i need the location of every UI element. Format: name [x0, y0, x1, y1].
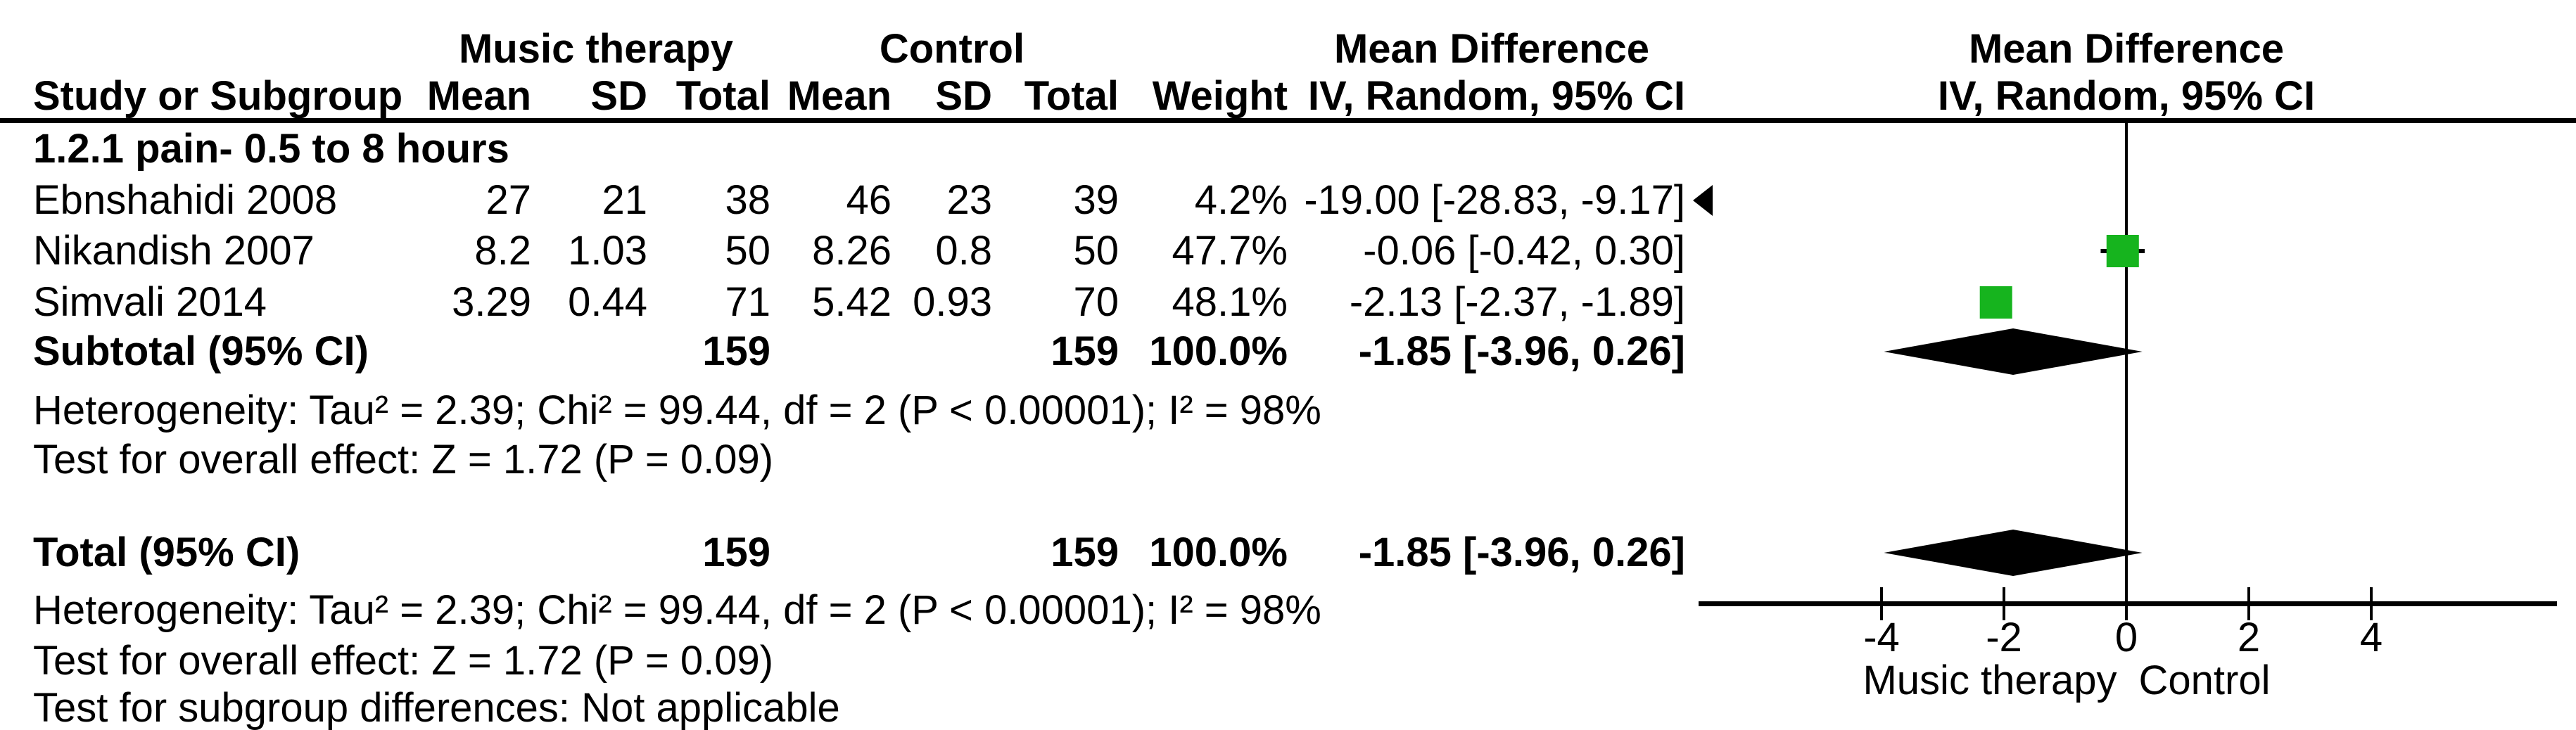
col-header-c-sd: SD — [935, 73, 992, 119]
group1-header: Music therapy — [459, 26, 733, 72]
tick-label: 0 — [2114, 615, 2138, 660]
study-column-header: Study or Subgroup — [33, 73, 403, 119]
subtotal-diamond — [1884, 328, 2143, 375]
study-row-cell-c-sd: 23 — [946, 177, 992, 223]
study-row-cell-weight: 47.7% — [1172, 228, 1288, 274]
total-row-cell-ci: -1.85 [-3.96, 0.26] — [1358, 530, 1685, 575]
group2-header: Control — [879, 26, 1025, 72]
subtotal-row-cell-weight: 100.0% — [1149, 328, 1288, 374]
header-separator-line — [0, 118, 2576, 123]
total-row-cell-weight: 100.0% — [1149, 530, 1288, 575]
total-overall-effect-line: Test for overall effect: Z = 1.72 (P = 0… — [33, 638, 774, 684]
tick-label: -2 — [1986, 615, 2022, 660]
tick-label: 4 — [2359, 615, 2383, 660]
subtotal-row-cell-c-total: 159 — [1051, 328, 1119, 374]
study-row-cell-c-mean: 8.26 — [812, 228, 892, 274]
study-row-cell-c-sd: 0.93 — [913, 279, 992, 325]
x-axis-line — [1699, 601, 2557, 606]
subgroup-overall-effect-line: Test for overall effect: Z = 1.72 (P = 0… — [33, 437, 774, 482]
study-row-cell-c-mean: 5.42 — [812, 279, 892, 325]
offscale-arrow-left — [1693, 185, 1713, 216]
study-row-cell-mt-mean: 27 — [486, 177, 531, 223]
study-row-cell-mt-mean: 3.29 — [452, 279, 531, 325]
col-header-mt-mean: Mean — [426, 73, 531, 119]
study-row-cell-mt-total: 71 — [725, 279, 770, 325]
col-header-c-total: Total — [1024, 73, 1119, 119]
total-diamond — [1884, 530, 2143, 576]
total-row-cell-c-total: 159 — [1051, 530, 1119, 575]
study-row-cell-mt-total: 50 — [725, 228, 770, 274]
total-row-label: Total (95% CI) — [33, 530, 300, 575]
study-square-marker — [2106, 235, 2139, 267]
subgroup-heterogeneity-line: Heterogeneity: Tau² = 2.39; Chi² = 99.44… — [33, 388, 1321, 433]
subgroup-title: 1.2.1 pain- 0.5 to 8 hours — [33, 126, 509, 172]
favours-right-label: Control — [2138, 658, 2271, 703]
subtotal-row-cell-mt-total: 159 — [702, 328, 770, 374]
study-row-cell-ci: -0.06 [-0.42, 0.30] — [1363, 228, 1685, 274]
effect-header-table: Mean Difference — [1333, 26, 1650, 72]
col-header-c-mean: Mean — [787, 73, 892, 119]
study-row-cell-c-mean: 46 — [846, 177, 892, 223]
study-ci-line — [1981, 300, 2011, 305]
study-row-label: Ebnshahidi 2008 — [33, 177, 338, 223]
col-header-mt-total: Total — [675, 73, 770, 119]
total-row-cell-mt-total: 159 — [702, 530, 770, 575]
study-row-cell-c-total: 39 — [1073, 177, 1119, 223]
total-heterogeneity-line: Heterogeneity: Tau² = 2.39; Chi² = 99.44… — [33, 587, 1321, 633]
study-square-marker — [1979, 286, 2012, 319]
col-header-weight: Weight — [1152, 73, 1288, 119]
subtotal-row-cell-ci: -1.85 [-3.96, 0.26] — [1358, 328, 1685, 374]
study-row-cell-mt-mean: 8.2 — [474, 228, 531, 274]
tick-label: 2 — [2237, 615, 2261, 660]
study-ci-line — [2100, 249, 2145, 253]
study-row-cell-weight: 48.1% — [1172, 279, 1288, 325]
study-row-label: Simvali 2014 — [33, 279, 267, 325]
col-header-ci: IV, Random, 95% CI — [1307, 73, 1685, 119]
subtotal-row-label: Subtotal (95% CI) — [33, 328, 369, 374]
zero-line — [2125, 123, 2128, 603]
study-row-cell-ci: -2.13 [-2.37, -1.89] — [1349, 279, 1685, 325]
study-row-cell-weight: 4.2% — [1194, 177, 1288, 223]
study-row-label: Nikandish 2007 — [33, 228, 315, 274]
study-row-cell-mt-sd: 21 — [602, 177, 647, 223]
favours-left-label: Music therapy — [1863, 658, 2117, 703]
study-row-cell-mt-sd: 0.44 — [568, 279, 647, 325]
subgroup-differences-line: Test for subgroup differences: Not appli… — [33, 685, 840, 730]
effect-header-plot: Mean Difference — [1968, 26, 2285, 72]
col-header-mt-sd: SD — [590, 73, 647, 119]
method-header-plot: IV, Random, 95% CI — [1937, 73, 2316, 119]
study-row-cell-c-total: 70 — [1073, 279, 1119, 325]
study-row-cell-c-total: 50 — [1073, 228, 1119, 274]
study-row-cell-mt-sd: 1.03 — [568, 228, 647, 274]
study-row-cell-mt-total: 38 — [725, 177, 770, 223]
tick-label: -4 — [1863, 615, 1900, 660]
study-row-cell-c-sd: 0.8 — [935, 228, 992, 274]
study-row-cell-ci: -19.00 [-28.83, -9.17] — [1304, 177, 1685, 223]
